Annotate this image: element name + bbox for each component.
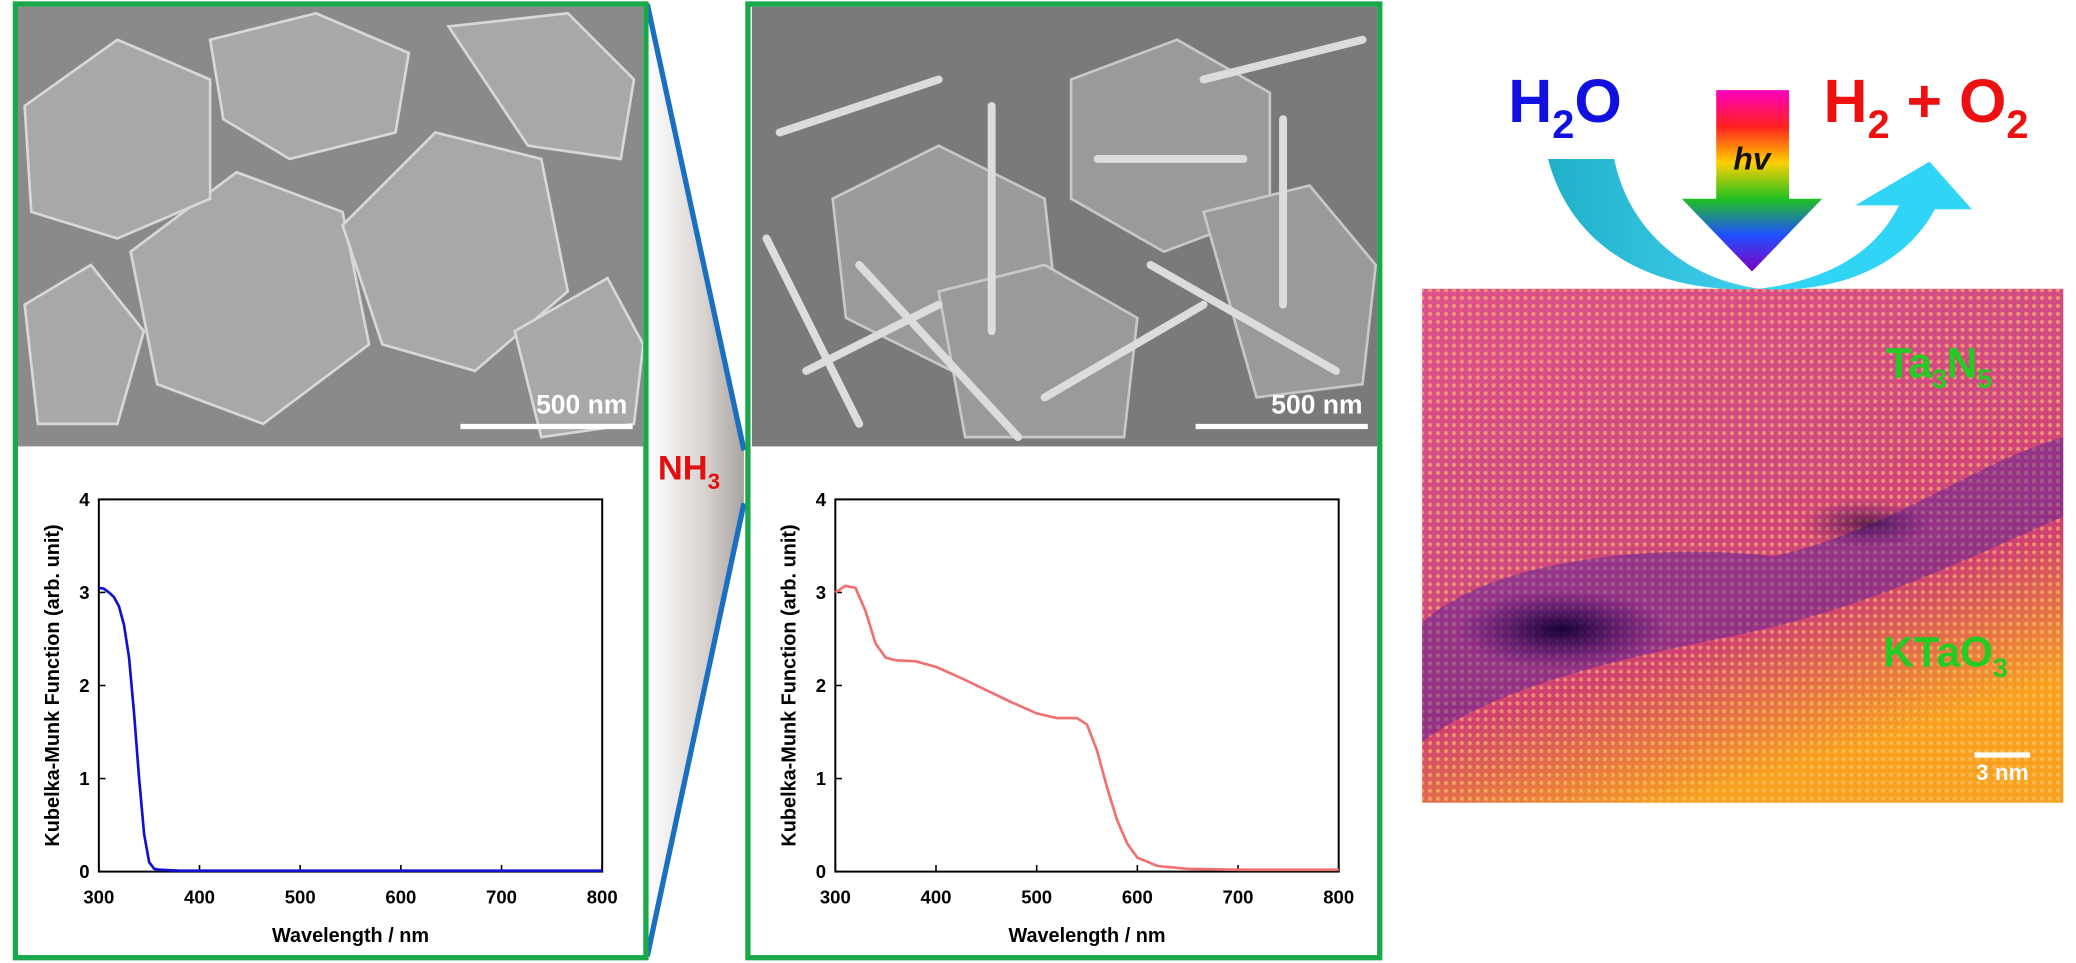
scale-bar-label: 3 nm bbox=[1976, 760, 2029, 785]
y-tick-label: 2 bbox=[816, 675, 826, 696]
x-tick-label: 400 bbox=[921, 886, 952, 907]
x-tick-label: 800 bbox=[587, 886, 618, 907]
reactant-label: H2O bbox=[1508, 67, 1621, 147]
scale-bar-label: 500 nm bbox=[536, 389, 627, 419]
y-axis-label: Kubelka-Munk Function (arb. unit) bbox=[42, 524, 64, 846]
sem-image-left bbox=[18, 6, 645, 447]
y-tick-label: 2 bbox=[79, 675, 89, 696]
spectrum-line bbox=[98, 586, 603, 872]
wedge-edge bbox=[644, 502, 747, 957]
light-arrow bbox=[1681, 90, 1823, 272]
scale-bar-label: 500 nm bbox=[1271, 389, 1362, 419]
panel-frame bbox=[745, 1, 1383, 961]
y-tick-label: 1 bbox=[816, 768, 826, 789]
layer-label: Ta3N5 bbox=[1886, 340, 1992, 395]
y-tick-label: 0 bbox=[816, 861, 826, 882]
x-tick-label: 300 bbox=[83, 886, 114, 907]
reagent-label: NH3 bbox=[658, 450, 720, 494]
y-tick-label: 4 bbox=[79, 489, 90, 510]
y-tick-label: 3 bbox=[79, 582, 89, 603]
x-tick-label: 400 bbox=[184, 886, 215, 907]
x-axis-label: Wavelength / nm bbox=[272, 925, 429, 947]
plot-frame bbox=[97, 498, 604, 873]
x-tick-label: 600 bbox=[1122, 886, 1153, 907]
wedge-edge bbox=[644, 3, 747, 451]
y-tick-label: 0 bbox=[79, 861, 89, 882]
sem-image-middle bbox=[751, 6, 1378, 447]
tem-image bbox=[1422, 288, 2064, 803]
layer-label: KTaO3 bbox=[1883, 628, 2008, 683]
x-tick-label: 300 bbox=[820, 886, 851, 907]
x-tick-label: 500 bbox=[1021, 886, 1052, 907]
products-label: H2 + O2 bbox=[1824, 67, 2029, 147]
transition-wedge bbox=[647, 3, 744, 957]
x-tick-label: 600 bbox=[385, 886, 416, 907]
reaction-arrow bbox=[1547, 158, 1760, 290]
y-axis-label: Kubelka-Munk Function (arb. unit) bbox=[779, 524, 801, 846]
x-tick-label: 700 bbox=[486, 886, 517, 907]
y-tick-label: 1 bbox=[79, 768, 89, 789]
panel-frame bbox=[12, 1, 649, 961]
y-tick-label: 4 bbox=[816, 489, 827, 510]
reaction-arrow bbox=[1759, 161, 1972, 290]
x-axis-label: Wavelength / nm bbox=[1008, 925, 1165, 947]
plot-frame bbox=[834, 498, 1340, 873]
y-tick-label: 3 bbox=[816, 582, 826, 603]
light-label: hv bbox=[1733, 141, 1772, 177]
spectrum-line bbox=[834, 584, 1339, 872]
x-tick-label: 800 bbox=[1323, 886, 1354, 907]
x-tick-label: 700 bbox=[1223, 886, 1254, 907]
x-tick-label: 500 bbox=[285, 886, 316, 907]
